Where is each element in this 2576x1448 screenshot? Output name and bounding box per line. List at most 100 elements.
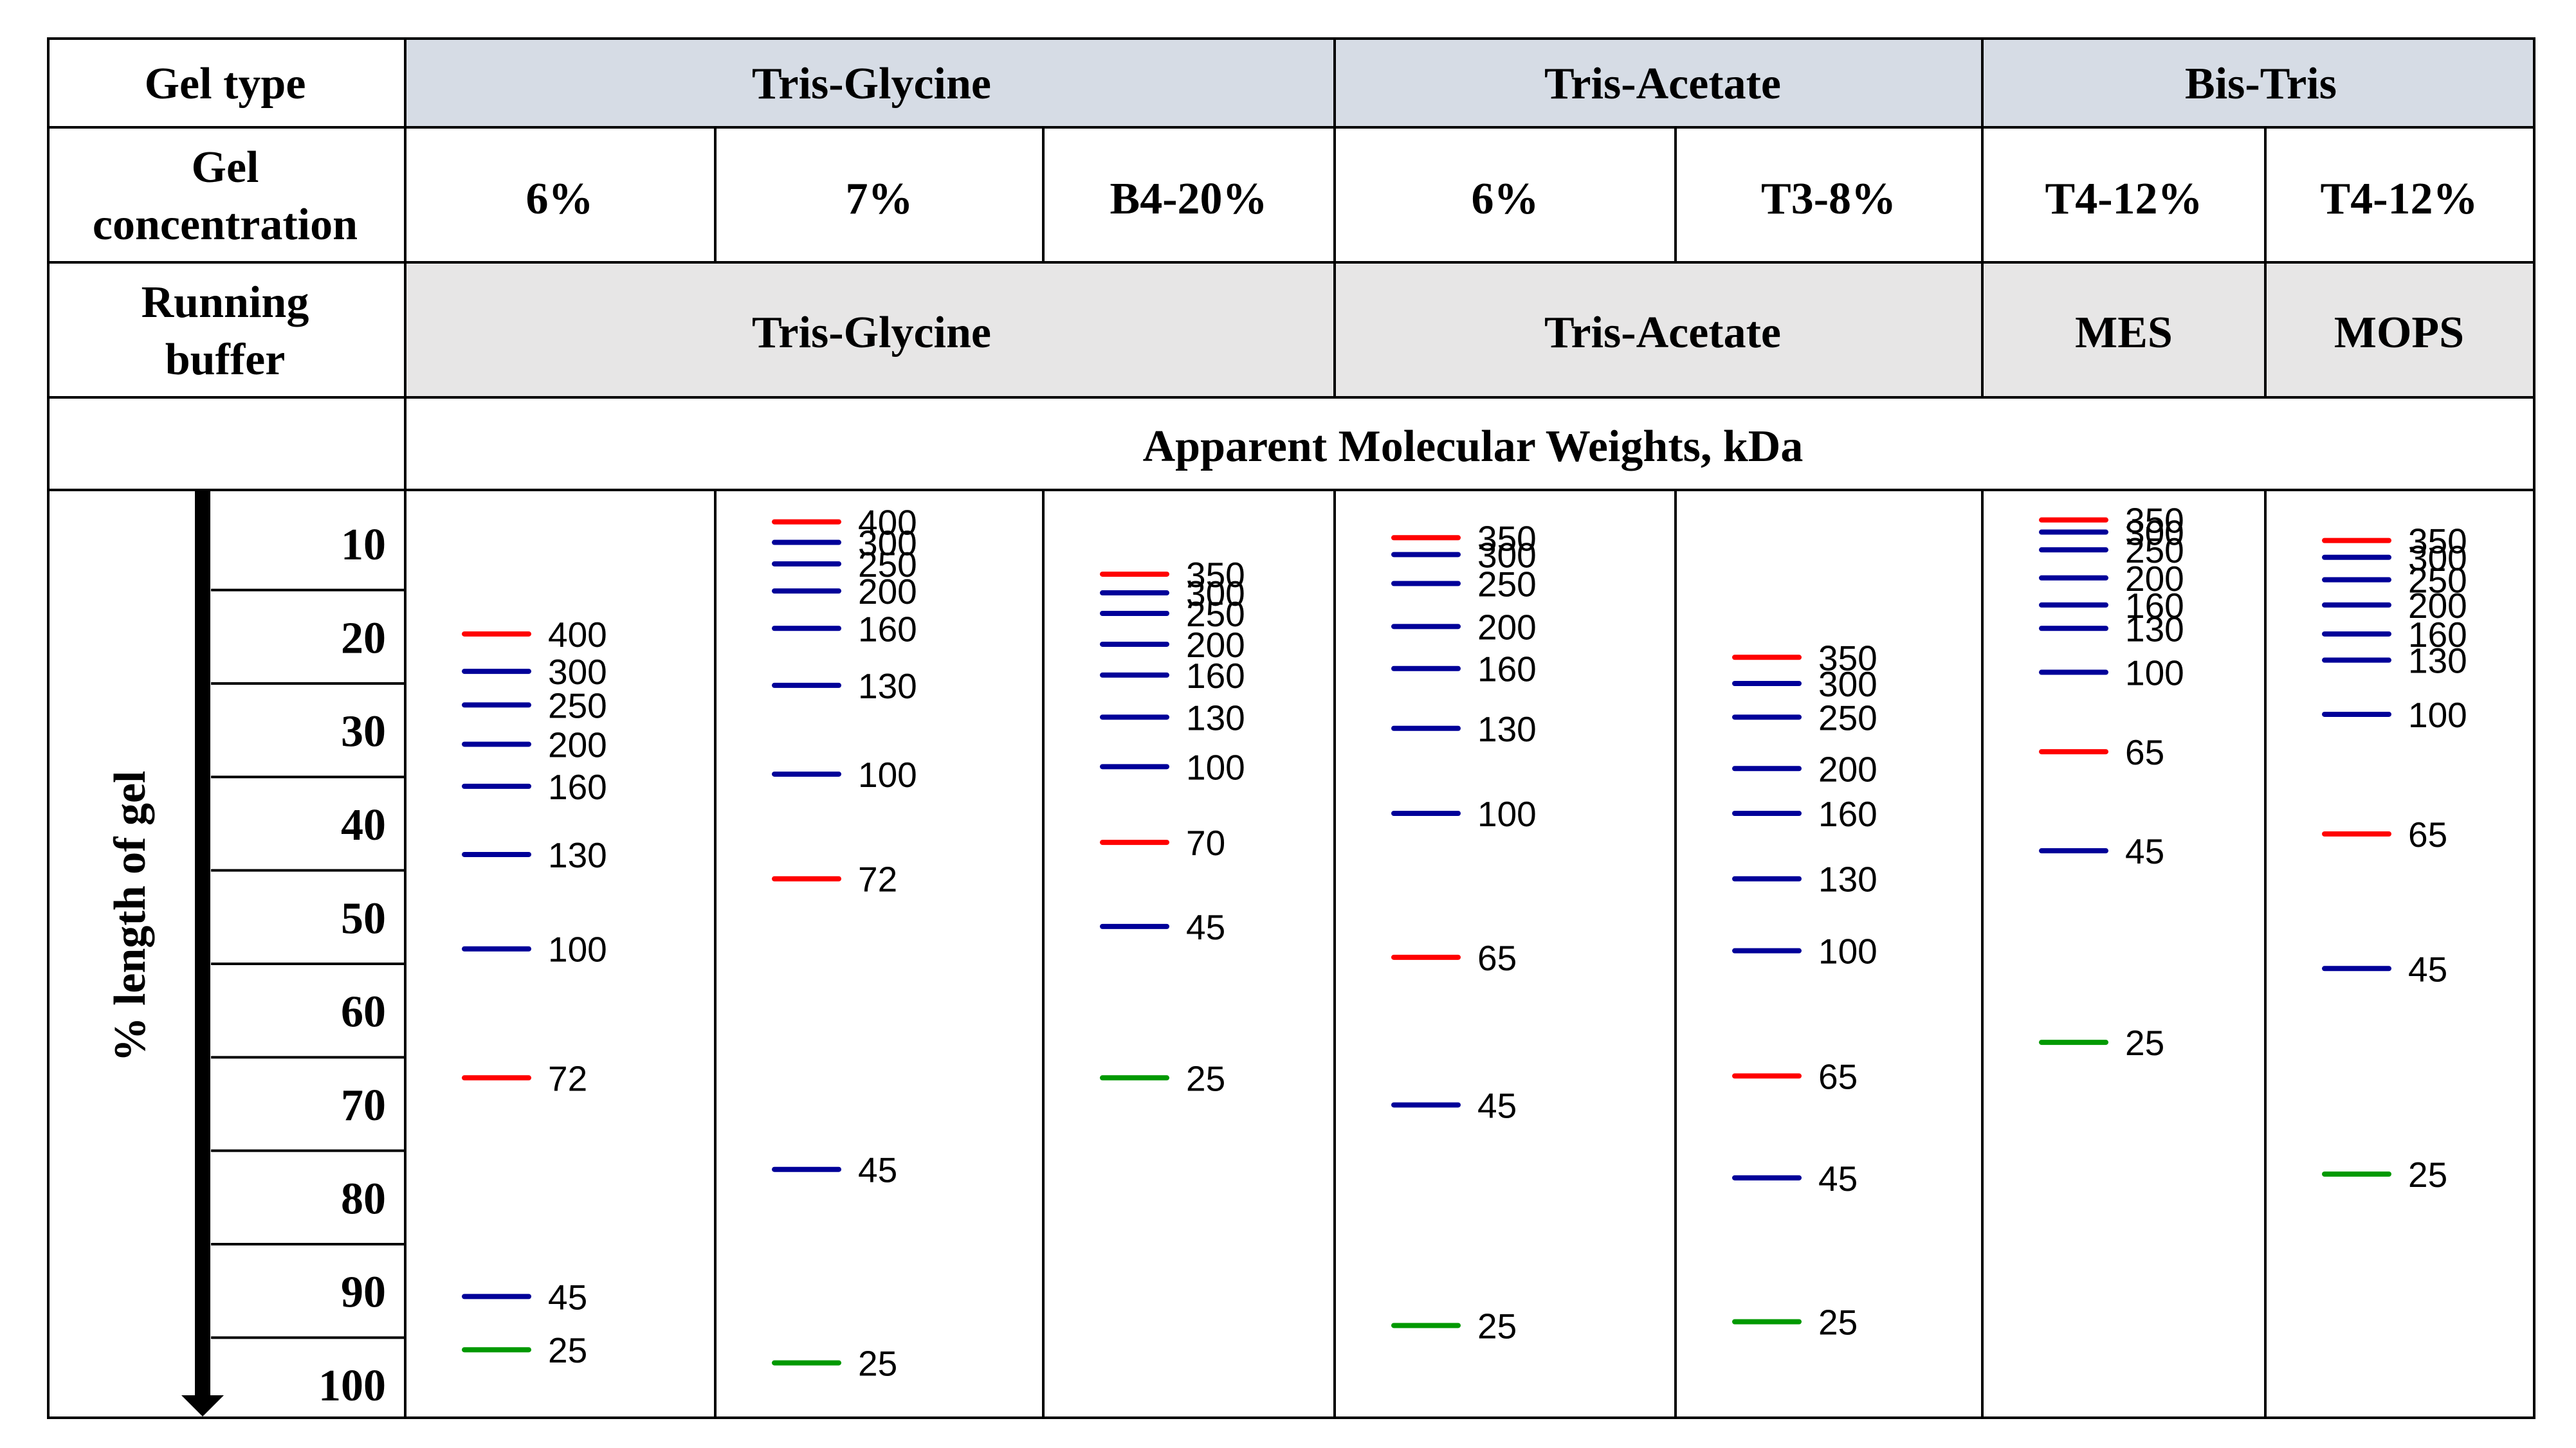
- scale-tick-label: 30: [341, 707, 386, 757]
- band-label: 350: [1818, 638, 1877, 678]
- band-label: 65: [2125, 732, 2164, 772]
- axis-label: % length of gel: [105, 770, 155, 1062]
- scale-tick-label: 80: [341, 1174, 386, 1224]
- band-label: 300: [1818, 664, 1877, 704]
- buffer-tris-glycine: Tris-Glycine: [752, 308, 991, 357]
- band-label: 350: [2408, 521, 2467, 561]
- band-label: 100: [1818, 932, 1877, 972]
- gel-type-bis-tris: Bis-Tris: [2185, 59, 2337, 109]
- band-label: 100: [1477, 794, 1537, 834]
- scale-tick-label: 20: [341, 613, 386, 663]
- band-label: 45: [1186, 907, 1225, 947]
- band-label: 300: [2408, 538, 2467, 578]
- band-label: 100: [1186, 747, 1245, 787]
- scale-tick-label: 40: [341, 801, 386, 850]
- band-label: 250: [1186, 594, 1245, 634]
- table-header: Gel type Gel concentration Running buffe…: [93, 59, 2478, 471]
- band-label: 45: [858, 1150, 897, 1190]
- gel-type-header-bg: [405, 39, 2534, 127]
- band-label: 100: [548, 930, 607, 970]
- band-label: 25: [2125, 1023, 2164, 1063]
- band-label: 72: [548, 1058, 587, 1098]
- gel-length-scale: 10 20 30 40 50 60 70 80 90 100: [181, 490, 405, 1416]
- table-border: [47, 37, 2535, 1419]
- buffer-tris-acetate: Tris-Acetate: [1544, 308, 1781, 357]
- running-buffer-header-bg: [405, 262, 2534, 397]
- band-label: 200: [2408, 586, 2467, 626]
- band-label: 100: [858, 755, 917, 795]
- band-label: 300: [858, 523, 917, 563]
- band-label: 160: [2408, 615, 2467, 655]
- gel-concentration-label-line1: Gel: [192, 143, 259, 192]
- band-label: 160: [1818, 794, 1877, 834]
- band-label: 200: [858, 572, 917, 611]
- band-label: 200: [1186, 625, 1245, 665]
- band-label: 25: [1186, 1058, 1225, 1098]
- band-label: 100: [2408, 695, 2467, 735]
- running-buffer-label-line2: buffer: [165, 335, 286, 385]
- band-label: 25: [1477, 1306, 1517, 1346]
- band-label: 200: [1818, 749, 1877, 789]
- gel-type-tris-acetate: Tris-Acetate: [1544, 59, 1781, 109]
- band-label: 200: [1477, 607, 1537, 647]
- band-label: 130: [548, 835, 607, 875]
- band-label: 130: [2408, 641, 2467, 681]
- band-label: 250: [548, 685, 607, 725]
- concentration-lane-2: 7%: [846, 174, 913, 224]
- band-label: 160: [1186, 656, 1245, 696]
- band-label: 160: [858, 609, 917, 649]
- band-label: 350: [1186, 555, 1245, 595]
- scale-tick-label: 10: [341, 520, 386, 570]
- concentration-lane-5: T3-8%: [1761, 174, 1896, 224]
- band-label: 65: [2408, 815, 2447, 855]
- table-grid: [47, 37, 2535, 1419]
- buffer-mops: MOPS: [2334, 308, 2464, 357]
- concentration-lane-6: T4-12%: [2045, 174, 2203, 224]
- band-label: 250: [2125, 530, 2184, 570]
- band-label: 400: [548, 615, 607, 655]
- band-label: 160: [2125, 586, 2184, 626]
- band-label: 300: [1477, 535, 1537, 575]
- band-label: 350: [1477, 518, 1537, 558]
- band-label: 45: [1818, 1159, 1858, 1199]
- scale-tick-label: 60: [341, 988, 386, 1037]
- concentration-lane-7: T4-12%: [2321, 174, 2478, 224]
- band-label: 250: [858, 545, 917, 584]
- band-label: 160: [548, 767, 607, 807]
- band-label: 45: [1477, 1085, 1517, 1125]
- gel-type-label: Gel type: [145, 59, 306, 109]
- band-label: 25: [858, 1344, 897, 1384]
- band-label: 45: [2125, 831, 2164, 871]
- band-label: 250: [1477, 564, 1537, 604]
- band-label: 160: [1477, 649, 1537, 689]
- band-label: 200: [548, 725, 607, 765]
- scale-tick-label: 50: [341, 894, 386, 943]
- concentration-lane-4: 6%: [1472, 174, 1539, 224]
- band-label: 130: [858, 666, 917, 706]
- band-label: 130: [1186, 698, 1245, 738]
- band-label: 65: [1818, 1056, 1858, 1096]
- band-label: 130: [2125, 609, 2184, 649]
- gel-concentration-label-line2: concentration: [93, 200, 358, 249]
- running-buffer-label-line1: Running: [142, 278, 309, 327]
- band-label: 72: [858, 860, 897, 900]
- gel-direction-arrowhead: [181, 1395, 224, 1416]
- concentration-lane-3: B4-20%: [1110, 174, 1268, 224]
- band-label: 100: [2125, 653, 2184, 693]
- band-label: 130: [1818, 860, 1877, 900]
- band-label: 25: [1818, 1303, 1858, 1343]
- band-label: 300: [548, 652, 607, 692]
- band-label: 25: [548, 1330, 587, 1370]
- scale-tick-label: 90: [341, 1268, 386, 1317]
- band-label: 130: [1477, 709, 1537, 749]
- gel-type-tris-glycine: Tris-Glycine: [752, 59, 991, 109]
- band-label: 65: [1477, 938, 1517, 978]
- band-label: 400: [858, 503, 917, 543]
- marker-bands: 4003002502001601301007245254003002502001…: [462, 501, 2467, 1384]
- scale-tick-label: 70: [341, 1081, 386, 1130]
- band-label: 25: [2408, 1155, 2447, 1195]
- concentration-lane-1: 6%: [526, 174, 594, 224]
- band-label: 250: [1818, 698, 1877, 738]
- band-label: 70: [1186, 823, 1225, 863]
